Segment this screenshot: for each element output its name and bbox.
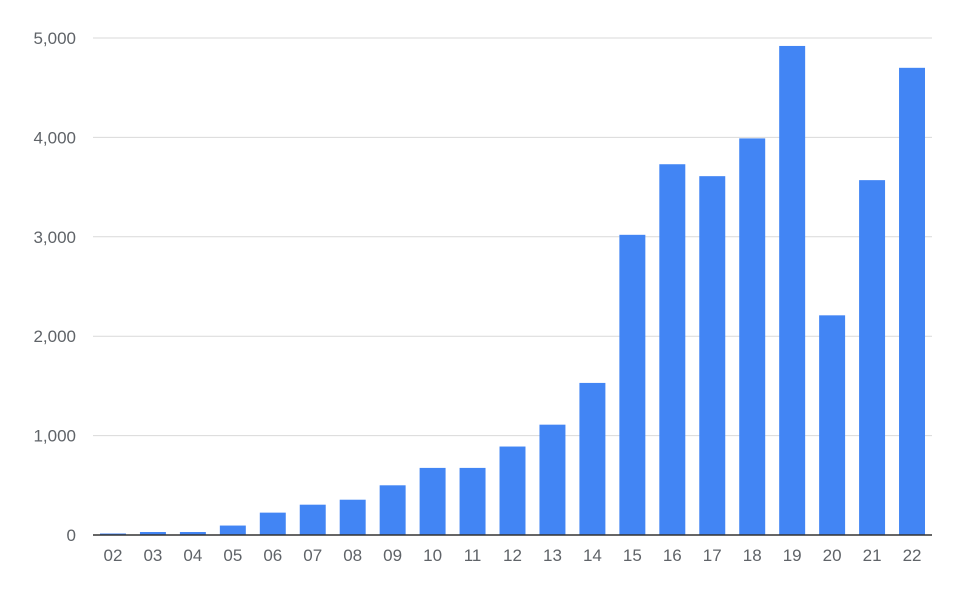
bars [99, 45, 926, 536]
bar-15 [619, 234, 646, 535]
x-tick-label: 13 [543, 546, 562, 565]
x-tick-label: 04 [183, 546, 202, 565]
x-tick-label: 05 [223, 546, 242, 565]
bar-06 [259, 512, 286, 535]
x-tick-label: 11 [464, 546, 482, 565]
x-tick-label: 21 [863, 546, 882, 565]
gridlines [93, 37, 932, 437]
bar-09 [379, 485, 406, 535]
x-tick-label: 20 [823, 546, 842, 565]
x-tick-label: 12 [503, 546, 522, 565]
x-tick-label: 16 [663, 546, 682, 565]
x-tick-label: 03 [143, 546, 162, 565]
x-tick-label: 17 [703, 546, 722, 565]
x-tick-label: 19 [783, 546, 802, 565]
x-tick-label: 14 [583, 546, 602, 565]
y-tick-label: 5,000 [33, 29, 76, 48]
x-tick-label: 06 [263, 546, 282, 565]
bar-22 [899, 67, 926, 535]
bar-20 [819, 315, 846, 535]
x-axis-tick-labels: 02 03 04 05 06 07 08 09 10 11 12 13 14 15 16 17 18 19 20 21… [104, 546, 922, 565]
x-tick-label: 18 [743, 546, 762, 565]
bar-19 [779, 45, 806, 536]
bar-16 [659, 164, 686, 535]
bar-14 [579, 382, 606, 535]
y-tick-label: 1,000 [33, 427, 76, 446]
x-tick-label: 08 [343, 546, 362, 565]
bar-03 [139, 532, 166, 535]
bar-07 [299, 504, 326, 535]
x-tick-label: 02 [104, 546, 123, 565]
x-tick-label: 07 [303, 546, 322, 565]
bar-13 [539, 424, 566, 535]
x-tick-label: 09 [383, 546, 402, 565]
y-tick-label: 4,000 [33, 128, 76, 147]
bar-17 [699, 176, 726, 535]
x-tick-label: 22 [903, 546, 922, 565]
x-tick-label: 10 [423, 546, 442, 565]
bar-18 [739, 138, 766, 536]
y-tick-label: 3,000 [33, 228, 76, 247]
y-tick-label: 2,000 [33, 327, 76, 346]
bar-05 [219, 525, 246, 535]
y-tick-label: 0 [67, 526, 76, 545]
bar-10 [419, 467, 446, 535]
x-tick-label: 15 [623, 546, 642, 565]
bar-11 [459, 467, 486, 535]
bar-12 [499, 446, 526, 535]
y-axis-tick-labels: 0 1,000 2,000 3,000 4,000 5,000 [33, 29, 76, 545]
bar-21 [859, 180, 886, 535]
bar-08 [339, 499, 366, 535]
bar-04 [179, 532, 206, 535]
